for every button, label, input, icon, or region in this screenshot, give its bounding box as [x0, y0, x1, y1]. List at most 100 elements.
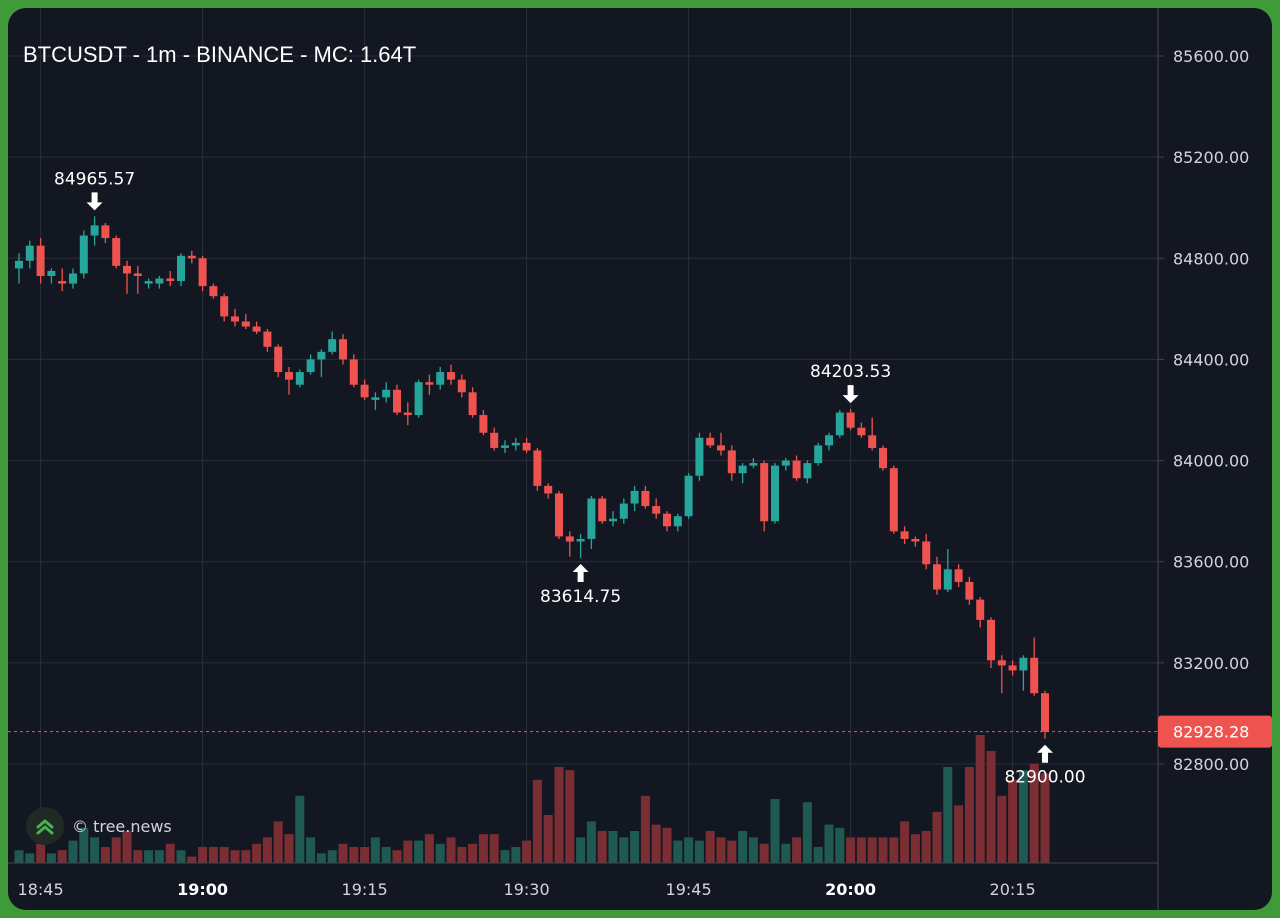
candle-body	[846, 412, 855, 428]
volume-bar	[910, 834, 920, 863]
candle-body	[652, 506, 661, 514]
x-tick-label: 19:00	[177, 880, 228, 899]
volume-bar	[154, 850, 164, 863]
candle-body	[663, 513, 671, 527]
volume-bar	[889, 837, 899, 863]
price-annotation: 84203.53	[810, 362, 891, 382]
candle-body	[922, 541, 931, 565]
volume-bar	[198, 847, 208, 863]
candle-body	[868, 435, 877, 448]
candlestick-chart[interactable]: 82800.00 83200.00 83600.00 84000.00 84400.00…	[8, 8, 1272, 910]
y-tick-label: 82800.00	[1173, 755, 1249, 774]
volume-bar	[381, 847, 391, 863]
y-tick-label: 84000.00	[1173, 452, 1249, 471]
candle-body	[349, 359, 358, 385]
volume-bar	[1018, 770, 1028, 863]
volume-bar	[230, 850, 240, 863]
y-tick-label: 85200.00	[1173, 148, 1249, 167]
candle-body	[15, 260, 23, 269]
candles	[15, 216, 1049, 739]
volume-bar	[608, 831, 618, 863]
candle-body	[641, 490, 650, 507]
candle-body	[771, 465, 779, 522]
candle-body	[717, 445, 725, 451]
candle-body	[598, 498, 607, 522]
volume-bar	[111, 837, 121, 863]
volume-bar	[79, 827, 89, 863]
volume-bar	[360, 847, 370, 863]
volume-bar	[651, 824, 661, 863]
candle-body	[609, 518, 617, 522]
volume-bar	[68, 840, 78, 863]
candle-body	[857, 427, 866, 436]
candle-body	[749, 463, 758, 466]
volume-bar	[273, 821, 283, 863]
candle-body	[133, 273, 142, 276]
volume-bar	[662, 827, 672, 863]
candle-body	[933, 564, 941, 590]
candle-body	[393, 389, 401, 413]
volume-bar	[738, 831, 748, 863]
volume-bar	[295, 795, 305, 863]
candle-body	[803, 463, 812, 479]
volume-bar	[306, 837, 316, 863]
volume-bar	[932, 811, 942, 863]
volume-bar	[100, 847, 110, 863]
candle-body	[90, 225, 99, 236]
volume-bar	[532, 779, 542, 863]
candle-body	[533, 450, 542, 486]
chart-title: BTCUSDT - 1m - BINANCE - MC: 1.64T	[23, 42, 417, 67]
volume-bar	[14, 850, 24, 863]
x-tick-label: 19:45	[666, 880, 712, 899]
volume-bar	[262, 837, 272, 863]
candle-body	[522, 442, 531, 451]
volume-bar	[144, 850, 154, 863]
volume-bar	[489, 834, 499, 863]
candle-body	[252, 326, 261, 332]
volume-bar	[284, 834, 294, 863]
candle-body	[36, 245, 45, 276]
candle-body	[511, 442, 520, 446]
volume-bar	[468, 843, 478, 863]
candle-body	[792, 460, 801, 479]
volume-bar	[759, 843, 769, 863]
volume-bar	[435, 843, 445, 863]
volume-bar	[943, 767, 953, 863]
volume-bar	[748, 837, 758, 863]
candle-body	[587, 498, 596, 539]
volume-bar	[446, 837, 456, 863]
volume-bar	[25, 853, 35, 863]
candle-body	[457, 379, 466, 393]
candle-body	[889, 468, 898, 532]
candle-body	[619, 503, 628, 519]
volume-bar	[90, 837, 100, 863]
volume-bar	[694, 840, 704, 863]
candle-body	[436, 372, 445, 385]
volume-bar	[500, 850, 510, 863]
volume-bar	[705, 831, 715, 863]
candle-body	[835, 412, 844, 436]
grid	[8, 8, 1158, 863]
candle-body	[1030, 657, 1039, 694]
low-arrow-icon	[572, 563, 589, 582]
volume-bar	[856, 837, 866, 863]
candle-body	[760, 463, 769, 522]
candle-body	[976, 599, 985, 620]
high-arrow-icon	[842, 385, 859, 404]
volume-bar	[997, 795, 1007, 863]
candle-body	[576, 538, 585, 542]
volume-bar	[349, 847, 359, 863]
volume-bar	[133, 850, 143, 863]
candle-body	[684, 475, 693, 517]
volume-bar	[781, 843, 791, 863]
candle-body	[911, 538, 920, 542]
x-tick-label: 19:30	[504, 880, 550, 899]
volume-bar	[846, 837, 856, 863]
volume-bar	[36, 843, 46, 863]
volume-bar	[554, 767, 564, 863]
volume-bar	[252, 843, 262, 863]
candle-body	[263, 331, 272, 347]
candle-body	[101, 225, 110, 239]
volume-bar	[1040, 773, 1050, 863]
price-annotation: 83614.75	[540, 587, 621, 607]
